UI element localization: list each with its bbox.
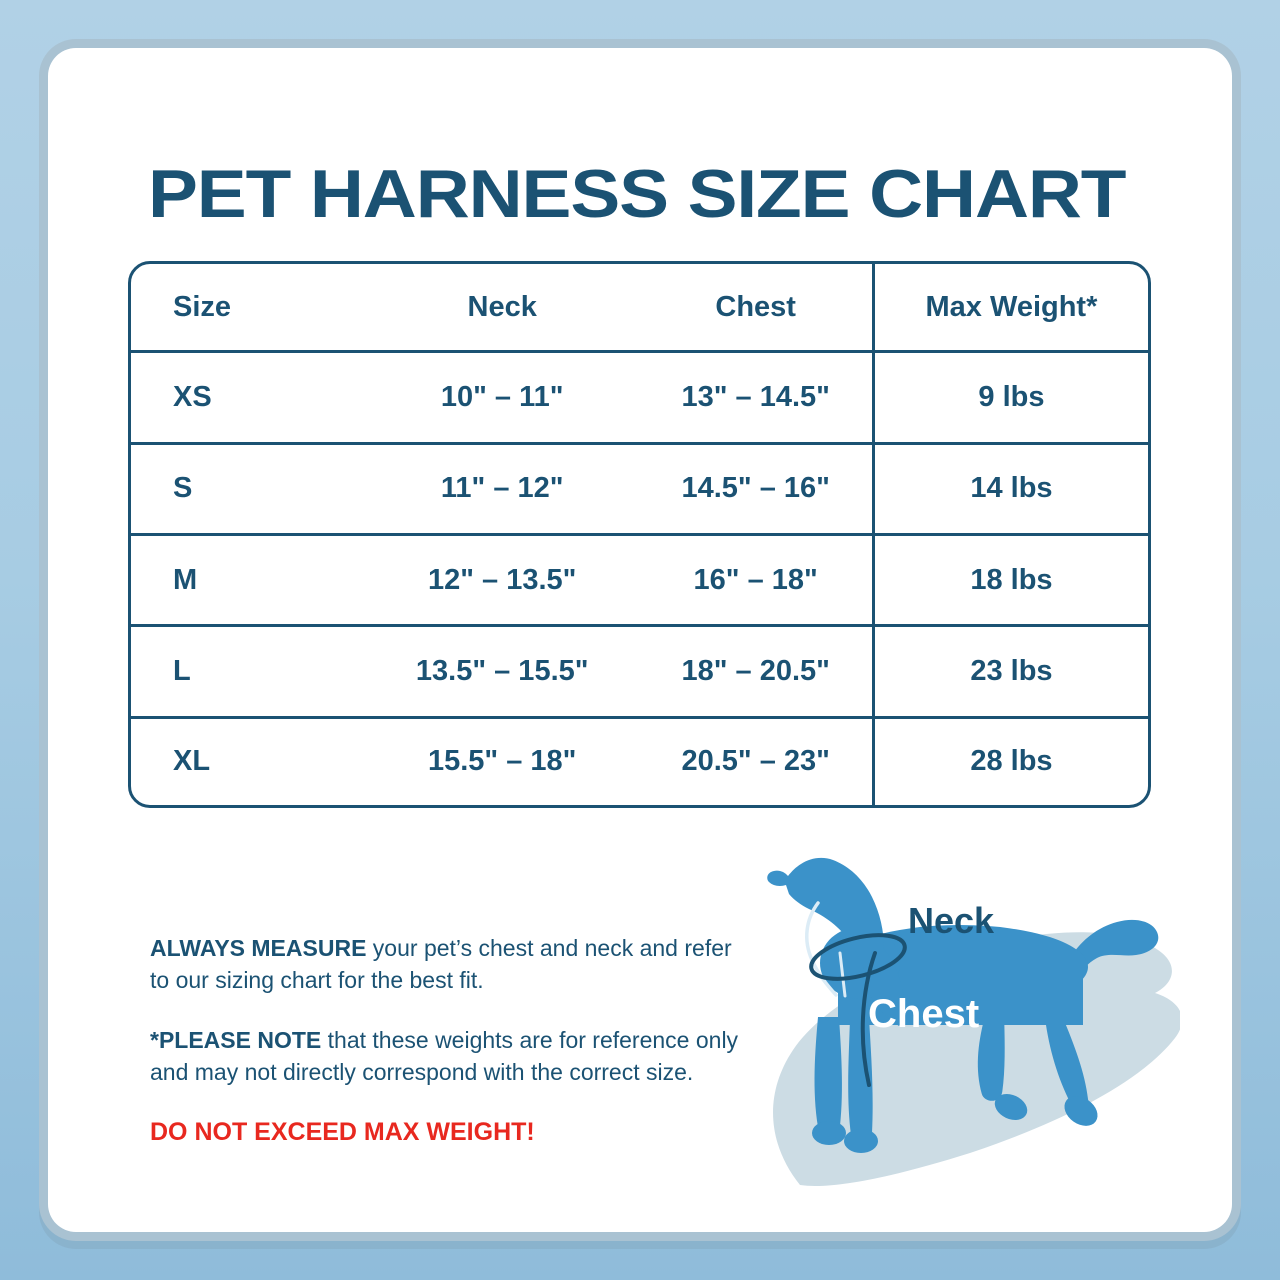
svg-text:Neck: Neck xyxy=(908,900,995,941)
svg-text:Chest: Chest xyxy=(868,992,979,1036)
